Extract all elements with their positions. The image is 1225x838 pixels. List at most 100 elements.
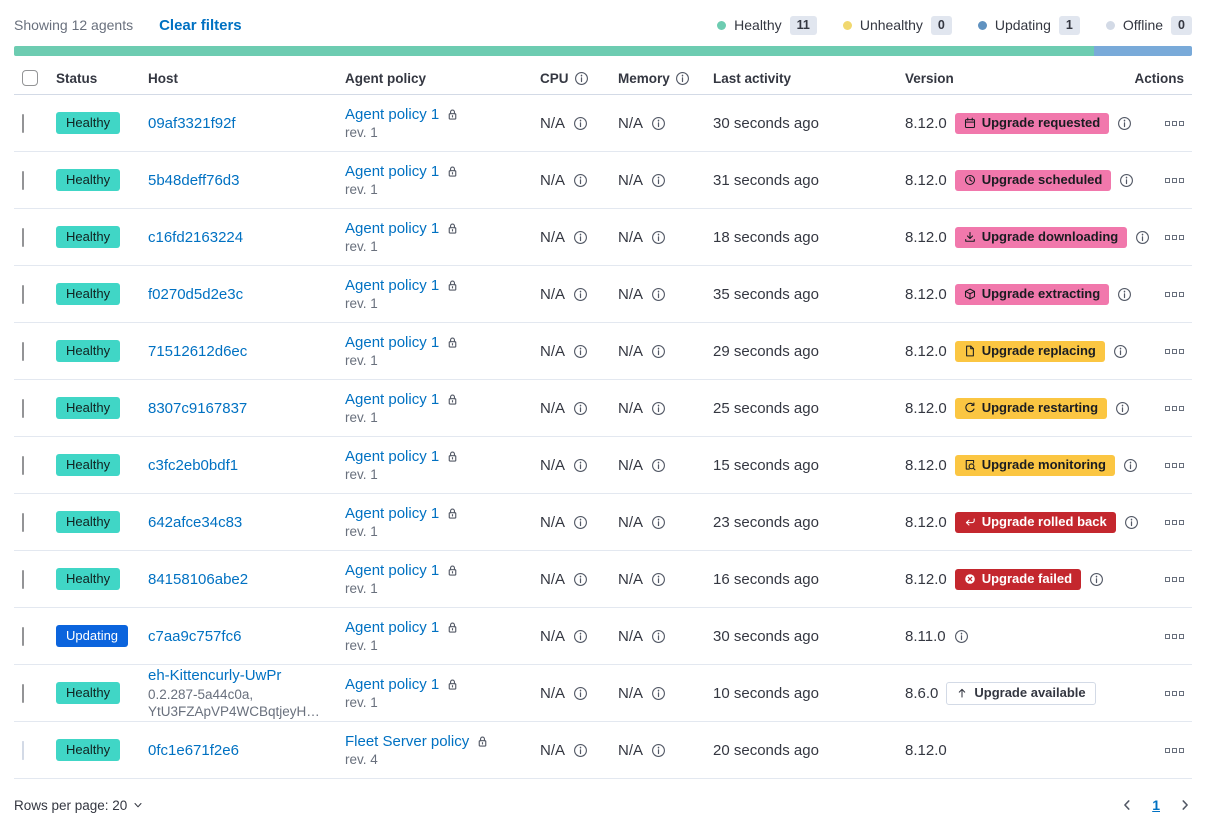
agent-policy-link[interactable]: Agent policy 1 xyxy=(345,676,440,693)
info-icon[interactable] xyxy=(573,287,588,302)
row-checkbox[interactable] xyxy=(22,341,24,361)
info-icon[interactable] xyxy=(651,743,666,758)
host-link[interactable]: 71512612d6ec xyxy=(148,342,248,360)
row-checkbox[interactable] xyxy=(22,569,24,589)
info-icon[interactable] xyxy=(651,572,666,587)
info-icon[interactable] xyxy=(573,515,588,530)
info-icon[interactable] xyxy=(651,116,666,131)
host-link[interactable]: c3fc2eb0bdf1 xyxy=(148,456,239,474)
row-actions-button[interactable] xyxy=(1165,462,1184,468)
host-link[interactable]: 5b48deff76d3 xyxy=(148,171,240,189)
info-icon[interactable] xyxy=(573,686,588,701)
agent-policy-link[interactable]: Agent policy 1 xyxy=(345,448,440,465)
page-number-1[interactable]: 1 xyxy=(1152,797,1160,813)
agent-policy-link[interactable]: Agent policy 1 xyxy=(345,106,440,123)
row-actions-button[interactable] xyxy=(1165,291,1184,297)
info-icon[interactable] xyxy=(651,230,666,245)
host-link[interactable]: 09af3321f92f xyxy=(148,114,236,132)
info-icon[interactable] xyxy=(573,401,588,416)
agent-policy-link[interactable]: Agent policy 1 xyxy=(345,505,440,522)
row-checkbox[interactable] xyxy=(22,512,24,532)
info-icon[interactable] xyxy=(573,173,588,188)
host-link[interactable]: c7aa9c757fc6 xyxy=(148,627,242,645)
agent-policy-link[interactable]: Agent policy 1 xyxy=(345,334,440,351)
row-checkbox[interactable] xyxy=(22,626,24,646)
column-header-memory[interactable]: Memory xyxy=(610,63,705,94)
info-icon[interactable] xyxy=(651,287,666,302)
row-actions-button[interactable] xyxy=(1165,633,1184,639)
host-link[interactable]: c16fd2163224 xyxy=(148,228,244,246)
row-actions-button[interactable] xyxy=(1165,747,1184,753)
row-checkbox[interactable] xyxy=(22,683,24,703)
info-icon[interactable] xyxy=(1117,287,1132,302)
info-icon[interactable] xyxy=(1113,344,1128,359)
column-header-status[interactable]: Status xyxy=(56,70,98,86)
table-body: Healthy 09af3321f92f Agent policy 1 rev.… xyxy=(14,95,1192,779)
row-actions-button[interactable] xyxy=(1165,177,1184,183)
agent-policy-link[interactable]: Agent policy 1 xyxy=(345,277,440,294)
agent-policy-link[interactable]: Agent policy 1 xyxy=(345,163,440,180)
info-icon[interactable] xyxy=(573,116,588,131)
column-header-last-activity[interactable]: Last activity xyxy=(713,70,792,86)
info-icon[interactable] xyxy=(573,572,588,587)
info-icon[interactable] xyxy=(1117,116,1132,131)
row-checkbox[interactable] xyxy=(22,227,24,247)
info-icon[interactable] xyxy=(573,344,588,359)
agent-policy-link[interactable]: Agent policy 1 xyxy=(345,619,440,636)
row-actions-button[interactable] xyxy=(1165,690,1184,696)
column-header-version[interactable]: Version xyxy=(905,70,954,86)
info-icon[interactable] xyxy=(573,629,588,644)
info-icon[interactable] xyxy=(651,401,666,416)
info-icon[interactable] xyxy=(651,515,666,530)
info-icon[interactable] xyxy=(954,629,969,644)
info-icon[interactable] xyxy=(573,743,588,758)
row-actions-button[interactable] xyxy=(1165,405,1184,411)
info-icon[interactable] xyxy=(1089,572,1104,587)
column-header-host[interactable]: Host xyxy=(148,70,178,86)
host-link[interactable]: 8307c9167837 xyxy=(148,399,248,417)
info-icon[interactable] xyxy=(651,458,666,473)
row-actions-button[interactable] xyxy=(1165,519,1184,525)
agent-policy-link[interactable]: Fleet Server policy xyxy=(345,733,470,750)
agent-policy-link[interactable]: Agent policy 1 xyxy=(345,220,440,237)
info-icon[interactable] xyxy=(1124,515,1139,530)
document-icon xyxy=(964,345,976,357)
previous-page-button[interactable] xyxy=(1120,798,1134,812)
column-header-policy[interactable]: Agent policy xyxy=(345,70,427,86)
row-checkbox[interactable] xyxy=(22,113,24,133)
info-icon[interactable] xyxy=(1119,173,1134,188)
info-icon[interactable] xyxy=(651,686,666,701)
info-icon[interactable] xyxy=(1115,401,1130,416)
info-icon[interactable] xyxy=(651,344,666,359)
agent-policy-link[interactable]: Agent policy 1 xyxy=(345,562,440,579)
status-badge: Healthy xyxy=(56,112,121,134)
info-icon[interactable] xyxy=(651,629,666,644)
row-checkbox[interactable] xyxy=(22,455,24,475)
info-icon[interactable] xyxy=(1135,230,1150,245)
host-link[interactable]: 0fc1e671f2e6 xyxy=(148,741,239,759)
agents-table: Status Host Agent policy CPU Memory Last… xyxy=(14,62,1192,779)
status-badge: Healthy xyxy=(56,454,121,476)
info-icon[interactable] xyxy=(1123,458,1138,473)
info-icon[interactable] xyxy=(573,458,588,473)
agent-policy-link[interactable]: Agent policy 1 xyxy=(345,391,440,408)
info-icon[interactable] xyxy=(573,230,588,245)
info-icon[interactable] xyxy=(651,173,666,188)
row-actions-button[interactable] xyxy=(1165,120,1184,126)
row-actions-button[interactable] xyxy=(1165,234,1184,240)
cpu-value: N/A xyxy=(540,114,566,132)
host-link[interactable]: 642afce34c83 xyxy=(148,513,243,531)
next-page-button[interactable] xyxy=(1178,798,1192,812)
row-checkbox[interactable] xyxy=(22,284,24,304)
row-checkbox[interactable] xyxy=(22,398,24,418)
host-link[interactable]: eh-Kittencurly-UwPr xyxy=(148,666,282,684)
row-checkbox[interactable] xyxy=(22,170,24,190)
column-header-cpu[interactable]: CPU xyxy=(532,63,610,94)
select-all-checkbox[interactable] xyxy=(22,70,38,86)
host-link[interactable]: 84158106abe2 xyxy=(148,570,249,588)
row-actions-button[interactable] xyxy=(1165,348,1184,354)
clear-filters-link[interactable]: Clear filters xyxy=(159,16,242,34)
row-actions-button[interactable] xyxy=(1165,576,1184,582)
rows-per-page-select[interactable]: Rows per page: 20 xyxy=(14,798,144,813)
host-link[interactable]: f0270d5d2e3c xyxy=(148,285,244,303)
